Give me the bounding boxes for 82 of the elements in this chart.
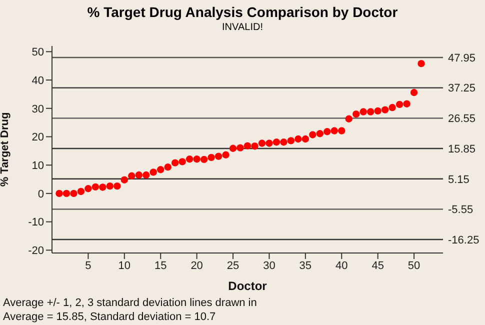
- y-tick-label: -10: [28, 216, 44, 229]
- y-tick-label: -20: [28, 245, 44, 258]
- point: [229, 144, 237, 152]
- chart-title: % Target Drug Analysis Comparison by Doctor: [86, 4, 399, 20]
- point: [178, 158, 186, 166]
- point: [208, 154, 215, 162]
- x-tick-label: 25: [226, 260, 240, 272]
- point: [381, 106, 389, 114]
- point: [200, 156, 208, 164]
- point: [77, 188, 85, 196]
- point: [258, 140, 266, 147]
- point: [324, 128, 331, 136]
- ref-line-label: 15.85: [448, 143, 476, 156]
- ref-line-label: 37.25: [448, 82, 476, 95]
- point: [222, 151, 230, 158]
- point: [251, 142, 258, 150]
- point: [396, 100, 404, 108]
- point: [287, 137, 295, 144]
- point: [388, 104, 396, 112]
- point: [157, 166, 164, 174]
- point: [150, 168, 157, 176]
- point: [418, 60, 425, 68]
- point: [345, 115, 352, 122]
- point: [338, 127, 346, 134]
- x-tick-label: 45: [372, 260, 384, 272]
- point: [374, 107, 382, 115]
- ref-line-label: 26.55: [448, 113, 476, 126]
- x-tick-label: 30: [263, 260, 276, 272]
- y-tick-label: 0: [38, 188, 44, 200]
- point: [135, 171, 142, 179]
- point: [352, 110, 360, 118]
- point: [309, 131, 316, 138]
- point: [92, 183, 100, 191]
- x-tick-label: 40: [336, 260, 348, 272]
- y-tick-label: 30: [32, 103, 44, 116]
- point: [316, 130, 324, 138]
- point: [106, 182, 114, 190]
- x-axis-title: Doctor: [228, 279, 268, 293]
- point: [56, 190, 63, 198]
- point: [302, 135, 310, 143]
- y-tick-label: 10: [32, 160, 44, 172]
- y-axis-title: % Target Drug: [0, 112, 11, 187]
- x-tick-label: 50: [408, 260, 420, 272]
- point: [280, 138, 288, 146]
- text: Average +/- 1, 2, 3 standard deviation lines drawn in: [3, 296, 257, 310]
- point: [164, 163, 172, 171]
- point: [84, 185, 92, 192]
- point: [236, 144, 244, 152]
- point: [410, 88, 418, 96]
- point: [99, 184, 106, 191]
- text: Average = 15.85, Standard deviation = 10.7: [3, 310, 217, 324]
- x-tick-label: 20: [190, 260, 203, 272]
- ref-line-label: 5.15: [448, 174, 470, 186]
- ref-line-label: 47.95: [448, 52, 476, 64]
- point: [186, 156, 194, 163]
- point: [114, 182, 121, 190]
- point: [266, 140, 273, 147]
- y-tick-label: 20: [32, 132, 44, 144]
- point: [366, 108, 374, 116]
- y-tick-label: 40: [32, 74, 44, 87]
- point: [120, 176, 128, 184]
- point: [193, 156, 200, 163]
- point: [360, 108, 367, 116]
- x-tick-label: 15: [154, 260, 167, 272]
- point: [128, 172, 136, 180]
- point: [171, 159, 179, 166]
- point: [142, 171, 150, 179]
- y-tick-label: 50: [32, 46, 44, 59]
- point: [62, 190, 70, 198]
- point: [403, 100, 410, 108]
- point: [330, 127, 338, 134]
- point: [214, 152, 222, 160]
- ref-line-label: -16.25: [448, 234, 480, 246]
- x-tick-label: 10: [118, 260, 131, 272]
- x-tick-label: 35: [299, 260, 312, 272]
- ref-line-label: -5.55: [448, 204, 474, 216]
- point: [272, 138, 280, 146]
- point: [70, 190, 78, 198]
- x-tick-label: 5: [85, 260, 92, 272]
- point: [244, 142, 252, 150]
- chart-subtitle: INVALID!: [221, 22, 264, 33]
- point: [294, 135, 302, 143]
